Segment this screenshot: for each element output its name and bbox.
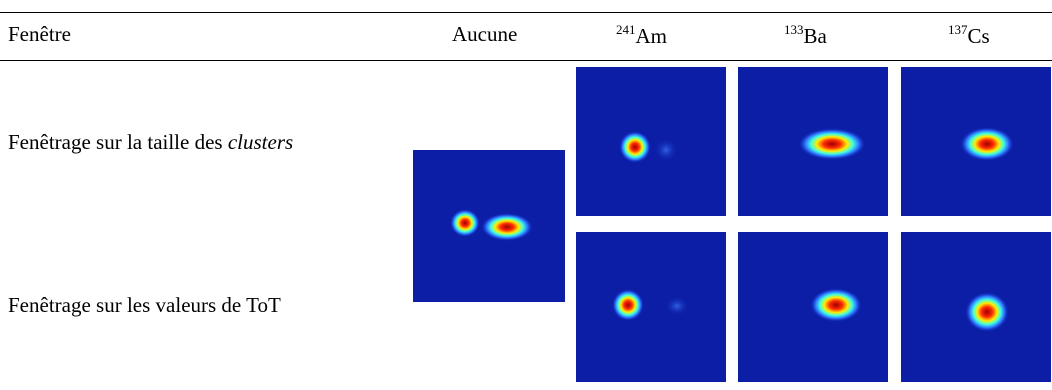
heatmap-aucune — [413, 150, 565, 302]
header-cell: Fenêtre — [8, 22, 71, 47]
header-text: Cs — [967, 24, 990, 48]
header-cell: Aucune — [452, 22, 517, 47]
header-text: Fenêtre — [8, 22, 71, 46]
header-text: Ba — [803, 24, 827, 48]
heatmap-am-row2 — [576, 232, 726, 382]
header-rule — [0, 60, 1052, 61]
header-text: Am — [635, 24, 668, 48]
header-text: Aucune — [452, 22, 518, 46]
header-cell: 241Am — [616, 22, 667, 49]
heatmap-ba-row2 — [738, 232, 888, 382]
row-label: Fenêtrage sur les valeurs de ToT — [8, 293, 281, 318]
isotope-mass: 241 — [616, 22, 636, 37]
heatmap-am-row1 — [576, 67, 726, 216]
heatmap-cs-row1 — [901, 67, 1051, 216]
header-cell: 137Cs — [948, 22, 990, 49]
heatmap-cs-row2 — [901, 232, 1051, 382]
row-label-italic: clusters — [227, 130, 294, 154]
top-rule — [0, 12, 1052, 13]
isotope-mass: 137 — [948, 22, 968, 37]
header-cell: 133Ba — [784, 22, 827, 49]
heatmap-ba-row1 — [738, 67, 888, 216]
row-label-text: Fenêtrage sur la taille des — [8, 130, 228, 154]
isotope-mass: 133 — [784, 22, 804, 37]
row-label-text: Fenêtrage sur les valeurs de ToT — [8, 293, 281, 317]
row-label: Fenêtrage sur la taille des clusters — [8, 130, 293, 155]
